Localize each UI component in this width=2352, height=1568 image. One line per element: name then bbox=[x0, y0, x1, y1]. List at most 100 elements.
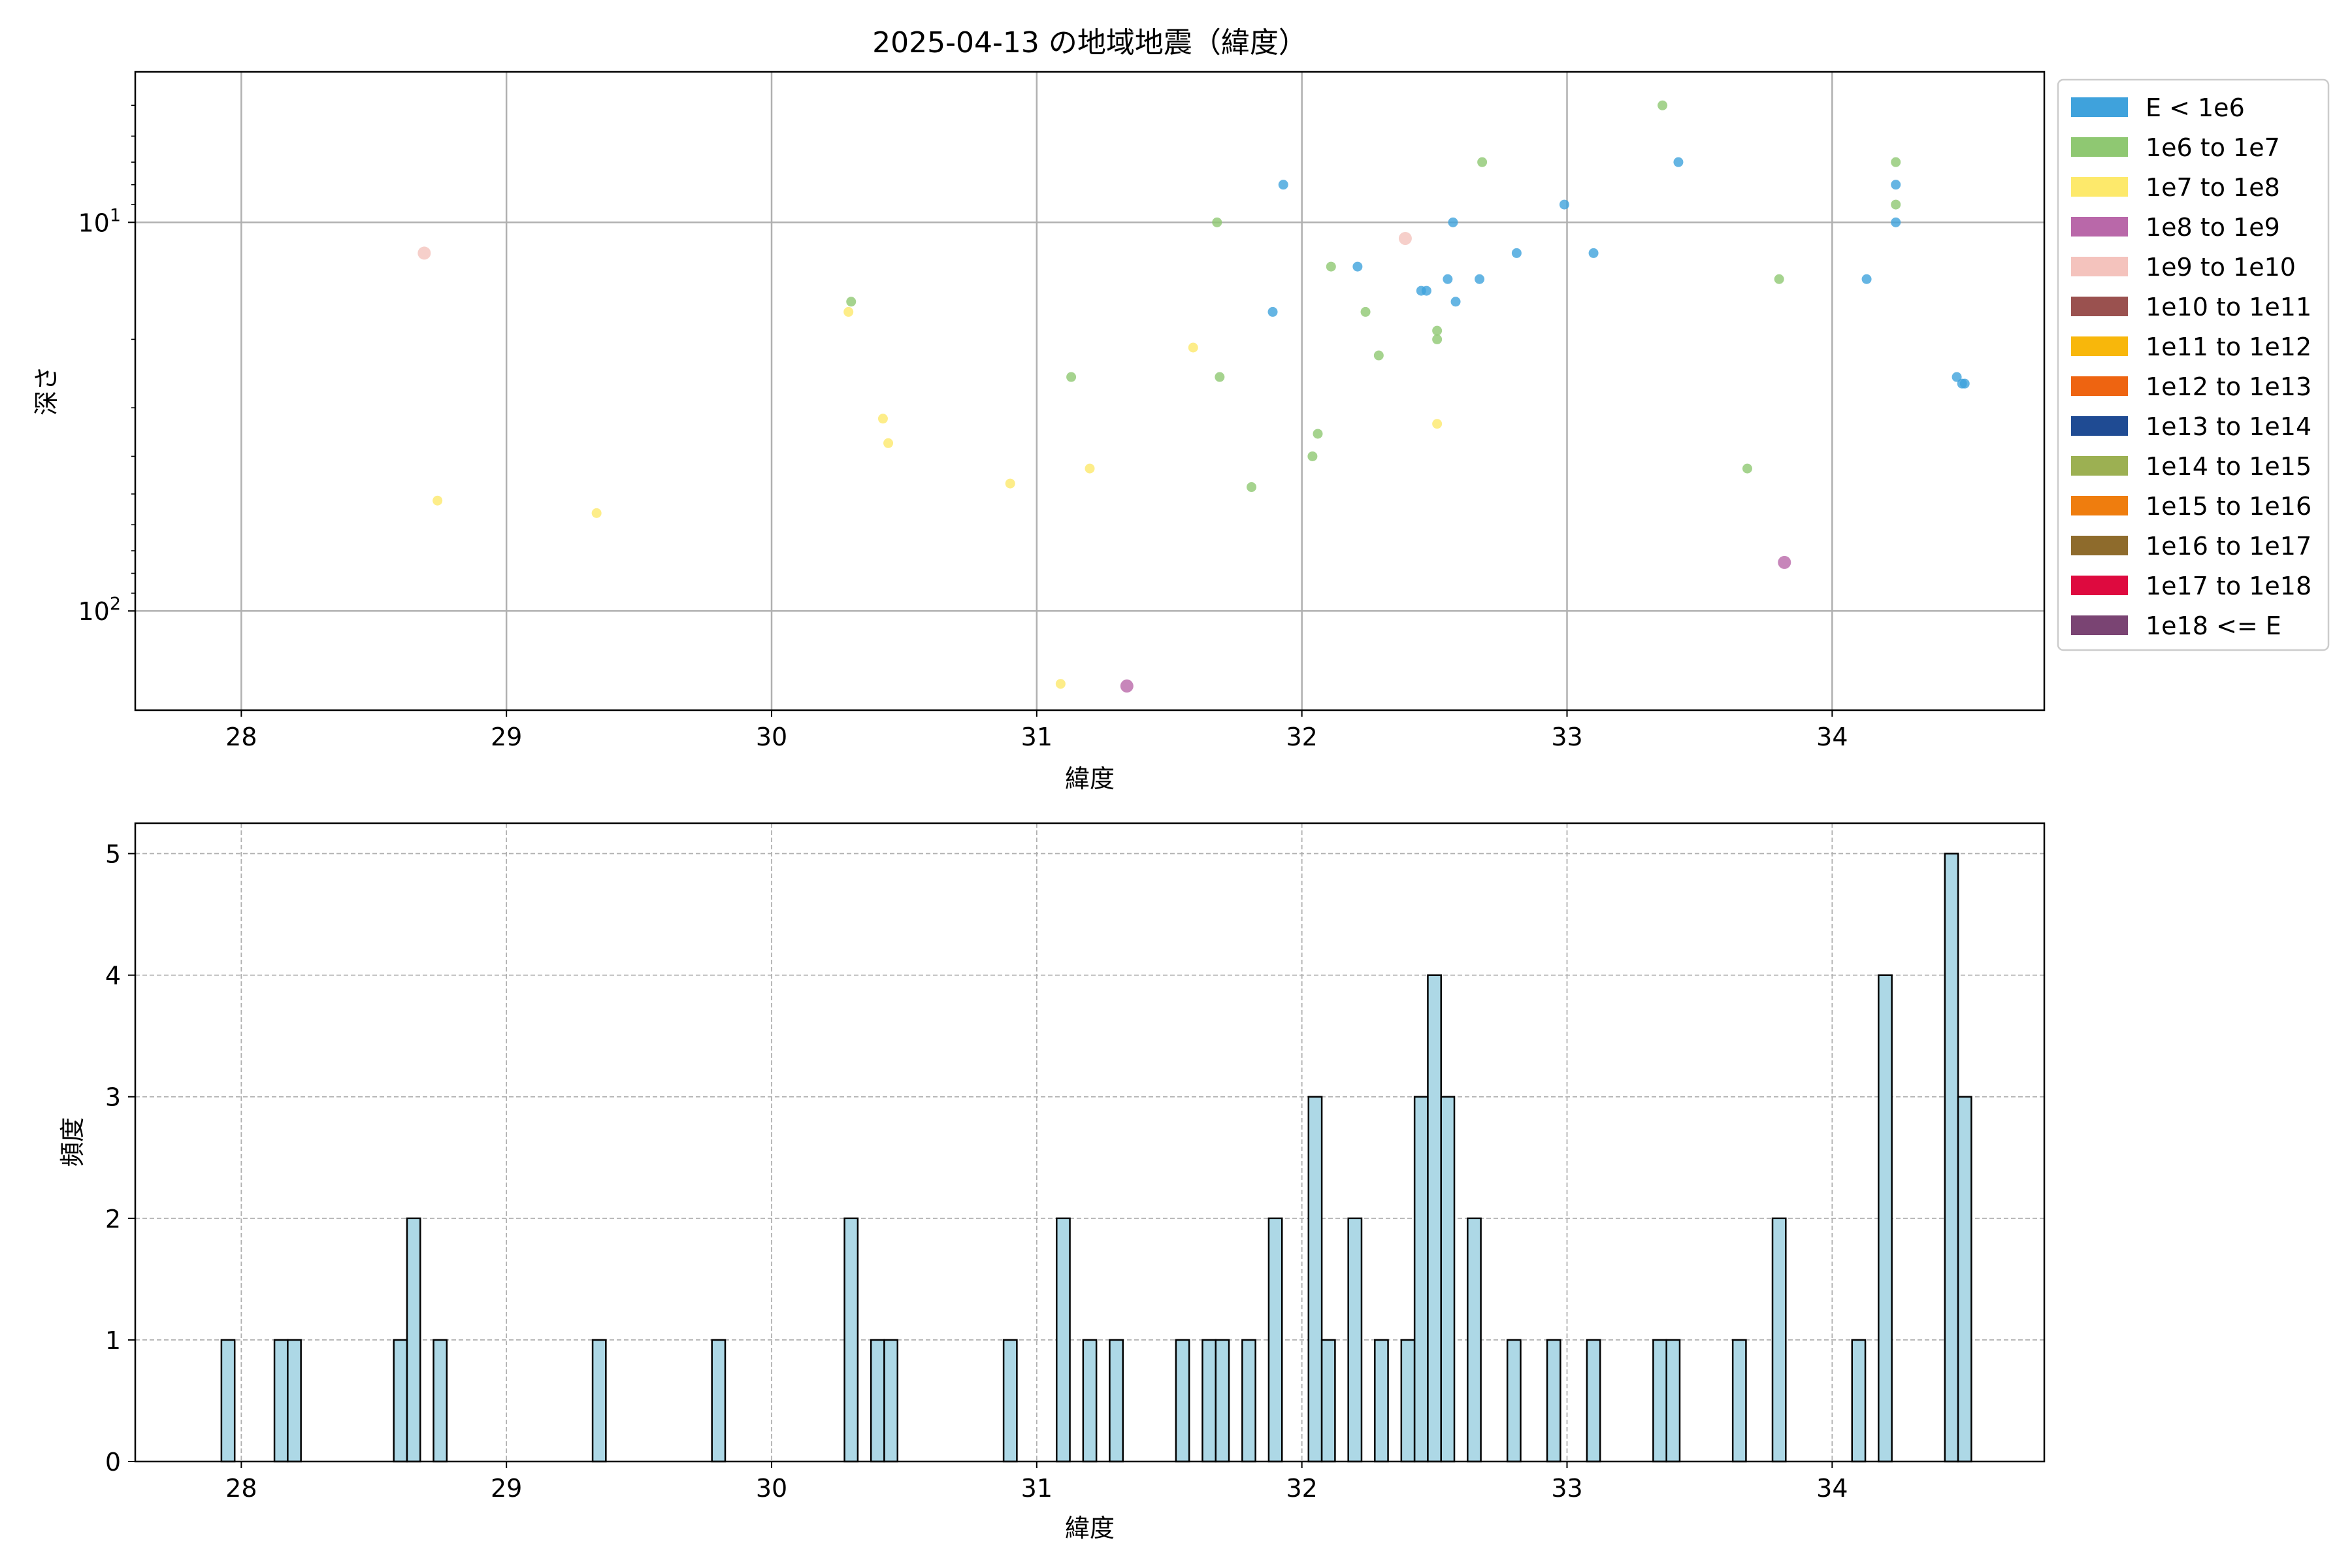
scatter-point bbox=[1673, 157, 1684, 167]
scatter-point bbox=[1432, 325, 1443, 336]
scatter-y-axis-label: 深さ bbox=[32, 366, 61, 416]
histogram-bar bbox=[1307, 1096, 1323, 1463]
scatter-point bbox=[1891, 157, 1901, 167]
scatter-points bbox=[417, 100, 1970, 693]
histogram-bar bbox=[393, 1339, 408, 1463]
scatter-point bbox=[1774, 274, 1784, 284]
scatter-point bbox=[1005, 478, 1015, 489]
legend-swatch bbox=[2071, 137, 2128, 157]
legend-frame bbox=[2057, 78, 2330, 651]
scatter-point bbox=[1891, 180, 1901, 190]
legend-label: 1e8 to 1e9 bbox=[2146, 213, 2280, 242]
scatter-plot-frame bbox=[134, 71, 2046, 711]
histogram-x-axis-label: 緯度 bbox=[1065, 1514, 1115, 1543]
histogram-bar bbox=[843, 1217, 859, 1463]
histogram-bar bbox=[1731, 1339, 1747, 1463]
histogram-bar bbox=[870, 1339, 885, 1463]
scatter-point bbox=[1477, 157, 1488, 167]
legend-swatch bbox=[2071, 217, 2128, 237]
scatter-point bbox=[1307, 451, 1318, 461]
histogram-x-ticks: 28 29 30 31 32 33 34 bbox=[225, 1462, 1848, 1503]
legend-swatch bbox=[2071, 297, 2128, 316]
histogram-bar bbox=[1878, 974, 1893, 1463]
scatter-point bbox=[1588, 248, 1599, 258]
histogram-bar bbox=[1771, 1217, 1787, 1463]
histogram-bar bbox=[220, 1339, 236, 1463]
scatter-point bbox=[1066, 372, 1077, 382]
histogram-bar bbox=[1400, 1339, 1416, 1463]
histogram-bar bbox=[1082, 1339, 1098, 1463]
scatter-point bbox=[1778, 555, 1791, 569]
legend-swatch bbox=[2071, 536, 2128, 555]
scatter-point bbox=[883, 438, 894, 448]
scatter-point bbox=[1352, 261, 1363, 272]
histogram-bar bbox=[1002, 1339, 1018, 1463]
scatter-y-tick-label: 101 bbox=[78, 205, 121, 237]
scatter-x-tick-label: 34 bbox=[1816, 723, 1848, 751]
legend-label: 1e9 to 1e10 bbox=[2146, 253, 2296, 282]
scatter-point bbox=[846, 297, 857, 307]
histogram-bar bbox=[1413, 1096, 1429, 1463]
histogram-bar bbox=[1665, 1339, 1681, 1463]
histogram-bars bbox=[220, 853, 1972, 1463]
scatter-x-tick-label: 31 bbox=[1021, 723, 1053, 751]
histogram-bar bbox=[883, 1339, 899, 1463]
scatter-point bbox=[1891, 199, 1901, 210]
scatter-point bbox=[433, 495, 443, 506]
histogram-bar bbox=[433, 1339, 448, 1463]
histogram-x-tick-label: 33 bbox=[1551, 1474, 1582, 1503]
legend-swatch bbox=[2071, 376, 2128, 396]
chart-title: 2025-04-13 の地域地震（緯度） bbox=[872, 26, 1307, 59]
histogram-y-tick-label: 5 bbox=[105, 840, 121, 869]
scatter-grid bbox=[135, 72, 2044, 710]
scatter-point bbox=[1212, 217, 1222, 227]
histogram-bar bbox=[1851, 1339, 1867, 1463]
histogram-y-ticks: 0 1 2 3 4 5 bbox=[105, 840, 135, 1477]
scatter-point bbox=[1360, 306, 1371, 317]
histogram-bar bbox=[273, 1339, 289, 1463]
scatter-y-tick-label: 102 bbox=[78, 594, 121, 626]
histogram-y-tick-label: 3 bbox=[105, 1083, 121, 1112]
scatter-point bbox=[1421, 286, 1431, 296]
scatter-point bbox=[1278, 180, 1288, 190]
histogram-bar bbox=[1374, 1339, 1389, 1463]
scatter-x-tick-label: 29 bbox=[491, 723, 522, 751]
histogram-x-tick-label: 29 bbox=[491, 1474, 522, 1503]
scatter-point bbox=[877, 414, 888, 424]
scatter-point bbox=[1511, 248, 1522, 258]
scatter-point bbox=[1742, 463, 1752, 474]
scatter-point bbox=[1448, 217, 1458, 227]
legend-swatch bbox=[2071, 496, 2128, 515]
scatter-point bbox=[1120, 679, 1134, 693]
legend-swatch bbox=[2071, 97, 2128, 117]
scatter-point bbox=[1247, 482, 1257, 493]
scatter-point bbox=[1475, 274, 1485, 284]
histogram-bar bbox=[1175, 1339, 1190, 1463]
scatter-point bbox=[1450, 297, 1461, 307]
histogram-bar bbox=[591, 1339, 607, 1463]
histogram-y-tick-label: 4 bbox=[105, 962, 121, 990]
histogram-bar bbox=[1320, 1339, 1336, 1463]
histogram-bar bbox=[1427, 974, 1442, 1463]
scatter-point bbox=[1326, 261, 1336, 272]
scatter-point bbox=[1959, 378, 1970, 389]
scatter-x-tick-label: 30 bbox=[756, 723, 787, 751]
legend-label: 1e6 to 1e7 bbox=[2146, 133, 2280, 162]
histogram-bar bbox=[287, 1339, 302, 1463]
histogram-bar bbox=[1506, 1339, 1522, 1463]
legend-swatch bbox=[2071, 336, 2128, 356]
scatter-x-axis-label: 緯度 bbox=[1065, 764, 1115, 793]
legend-label: 1e7 to 1e8 bbox=[2146, 173, 2280, 202]
scatter-point bbox=[1861, 274, 1872, 284]
histogram-x-tick-label: 32 bbox=[1286, 1474, 1317, 1503]
histogram-x-tick-label: 31 bbox=[1021, 1474, 1053, 1503]
legend-swatch bbox=[2071, 416, 2128, 436]
histogram-bar bbox=[1586, 1339, 1601, 1463]
legend-swatch bbox=[2071, 177, 2128, 197]
histogram-bar bbox=[1109, 1339, 1124, 1463]
histogram-bar bbox=[1546, 1339, 1561, 1463]
histogram-bar bbox=[1056, 1217, 1071, 1463]
